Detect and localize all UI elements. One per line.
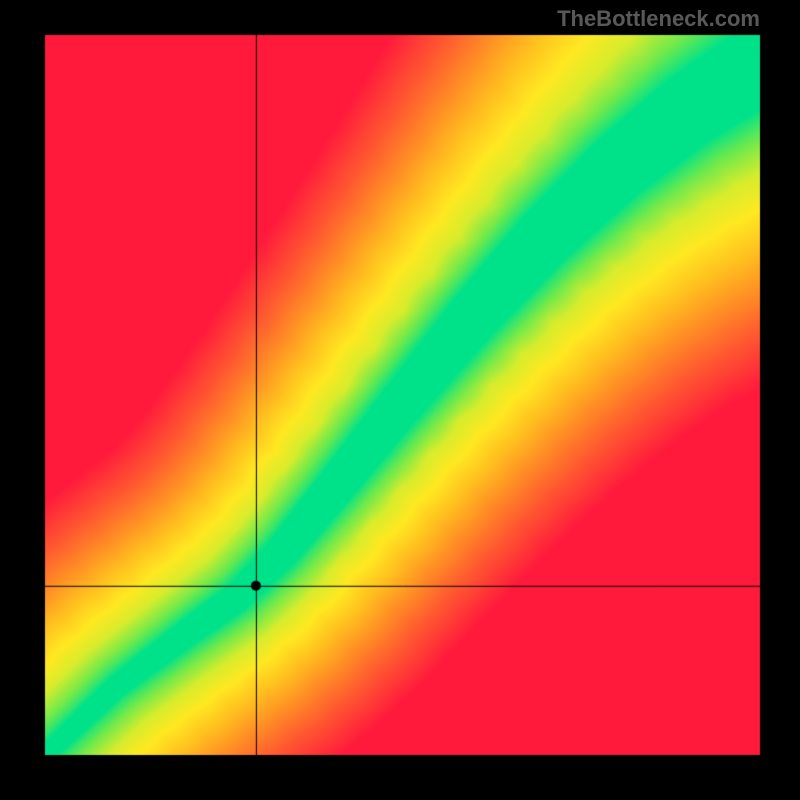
- watermark-label: TheBottleneck.com: [557, 6, 760, 32]
- chart-container: TheBottleneck.com: [0, 0, 800, 800]
- heatmap-canvas: [0, 0, 800, 800]
